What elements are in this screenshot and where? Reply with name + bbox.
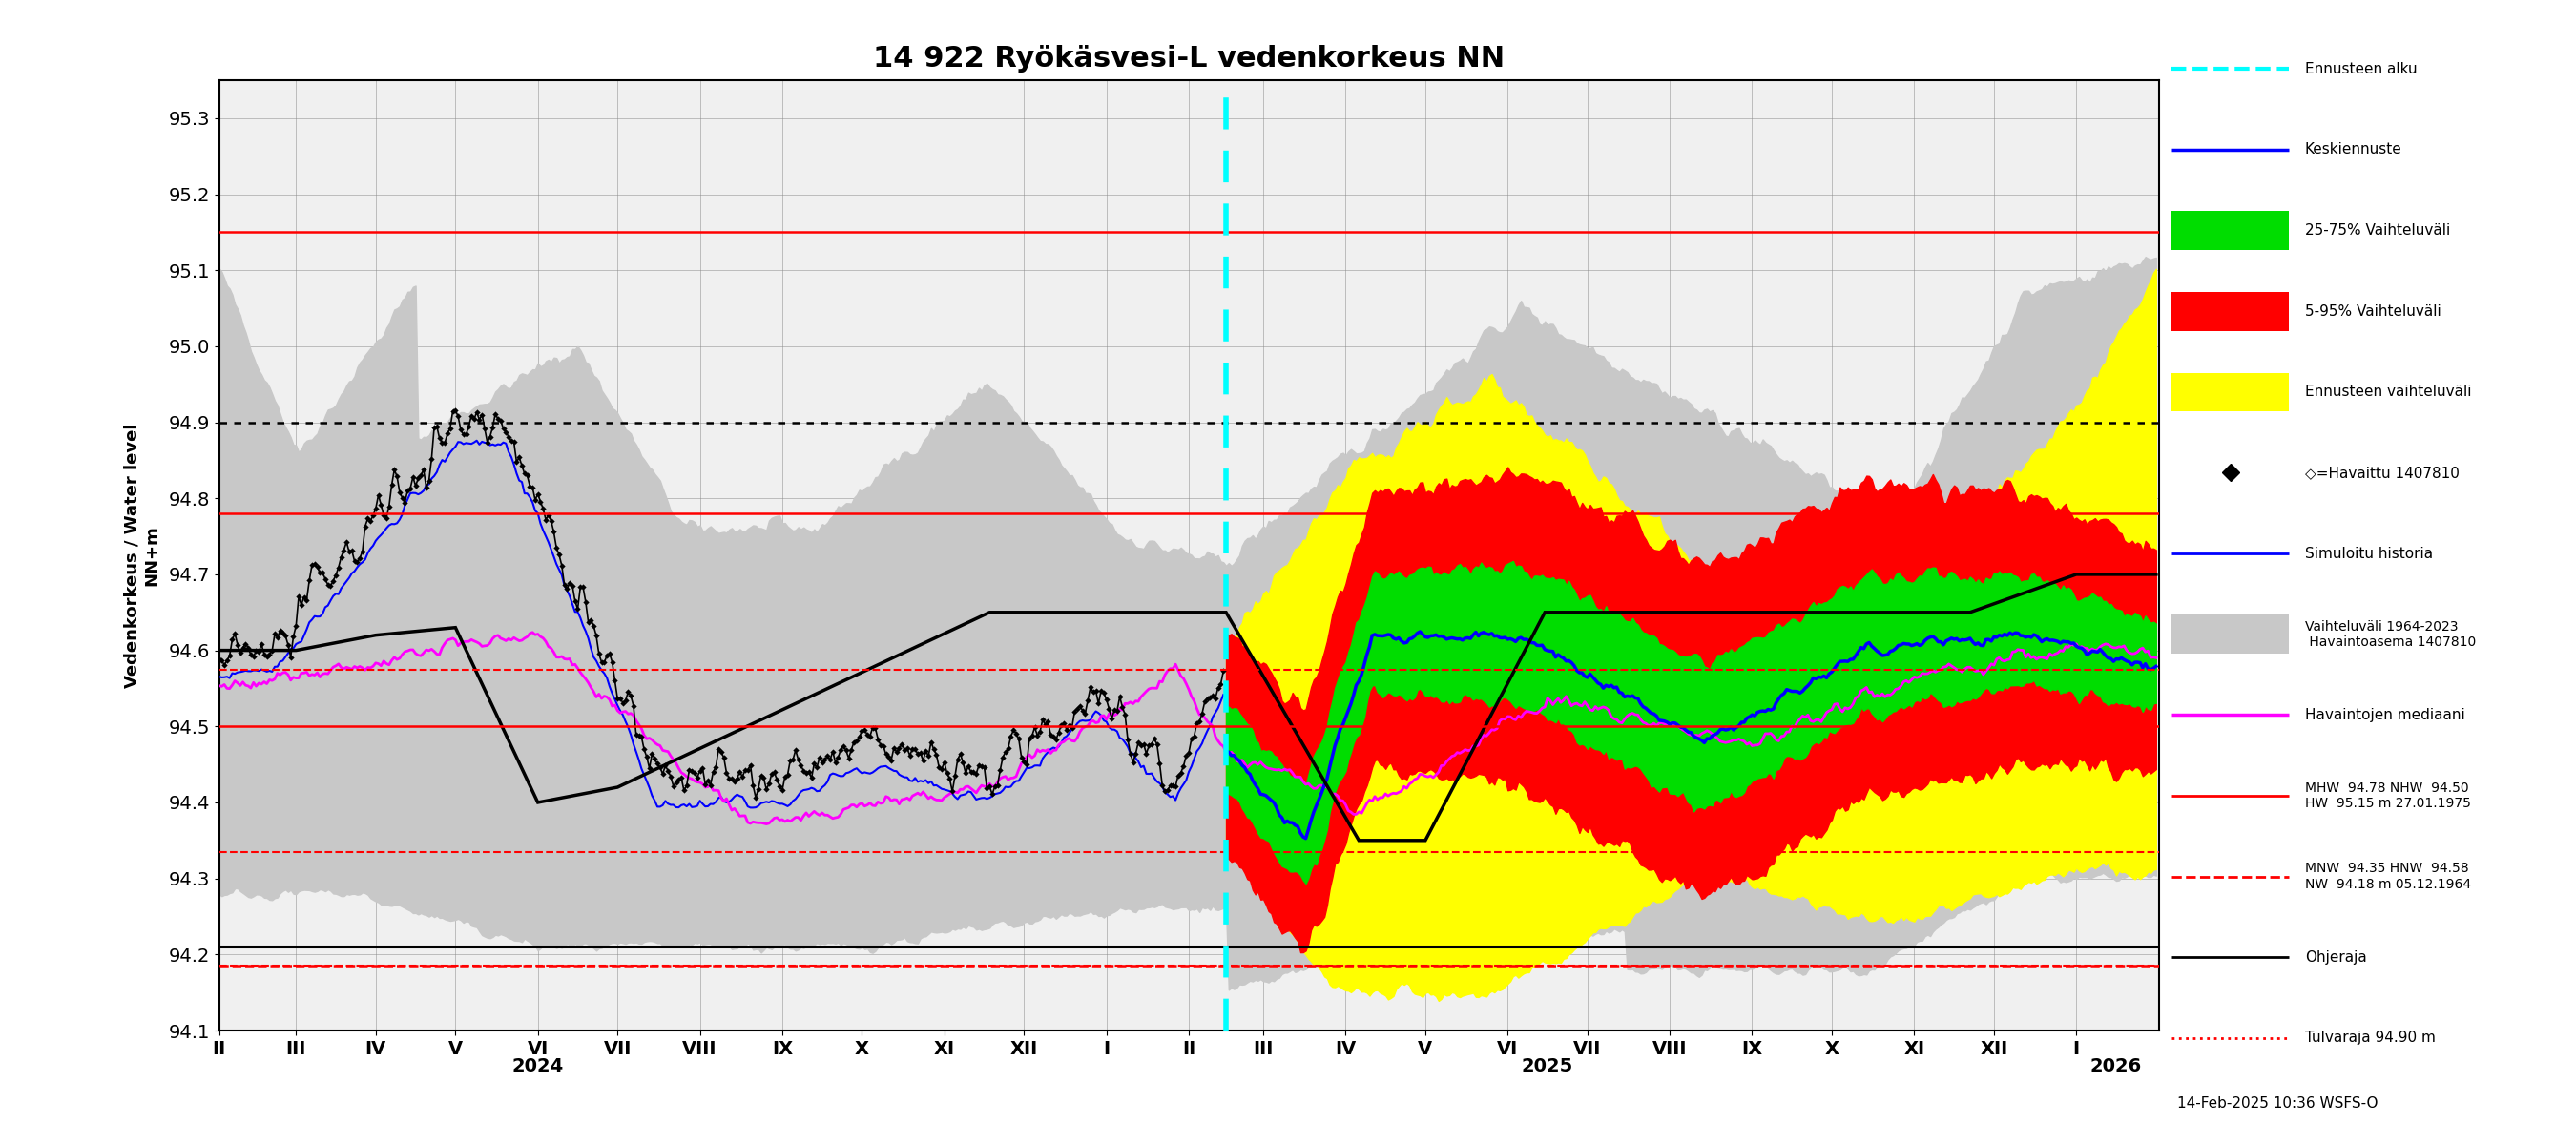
Bar <box>2172 292 2290 331</box>
Text: Vaihteluväli 1964-2023
 Havaintoasema 1407810: Vaihteluväli 1964-2023 Havaintoasema 140… <box>2306 619 2476 648</box>
Text: 2026: 2026 <box>2089 1057 2143 1075</box>
Text: Tulvaraja 94.90 m: Tulvaraja 94.90 m <box>2306 1030 2434 1045</box>
Text: 5-95% Vaihteluväli: 5-95% Vaihteluväli <box>2306 305 2442 318</box>
Bar <box>2172 372 2290 411</box>
Text: Ennusteen alku: Ennusteen alku <box>2306 62 2416 77</box>
Text: Ennusteen vaihteluväli: Ennusteen vaihteluväli <box>2306 385 2470 400</box>
Y-axis label: Vedenkorkeus / Water level
NN+m: Vedenkorkeus / Water level NN+m <box>124 423 160 688</box>
Text: Simuloitu historia: Simuloitu historia <box>2306 546 2432 561</box>
Bar <box>2172 615 2290 654</box>
Text: 14-Feb-2025 10:36 WSFS-O: 14-Feb-2025 10:36 WSFS-O <box>2177 1097 2378 1111</box>
Text: 25-75% Vaihteluväli: 25-75% Vaihteluväli <box>2306 223 2450 238</box>
Text: ◇=Havaittu 1407810: ◇=Havaittu 1407810 <box>2306 466 2460 480</box>
Title: 14 922 Ryökäsvesi-L vedenkorkeus NN: 14 922 Ryökäsvesi-L vedenkorkeus NN <box>873 45 1504 72</box>
Text: MNW  94.35 HNW  94.58
NW  94.18 m 05.12.1964: MNW 94.35 HNW 94.58 NW 94.18 m 05.12.196… <box>2306 862 2470 891</box>
Bar <box>2172 211 2290 250</box>
Text: Keskiennuste: Keskiennuste <box>2306 143 2401 157</box>
Text: 2025: 2025 <box>1522 1057 1574 1075</box>
Text: Ohjeraja: Ohjeraja <box>2306 950 2367 964</box>
Text: MHW  94.78 NHW  94.50
HW  95.15 m 27.01.1975: MHW 94.78 NHW 94.50 HW 95.15 m 27.01.197… <box>2306 781 2470 811</box>
Text: 2024: 2024 <box>513 1057 564 1075</box>
Text: Havaintojen mediaani: Havaintojen mediaani <box>2306 708 2465 722</box>
